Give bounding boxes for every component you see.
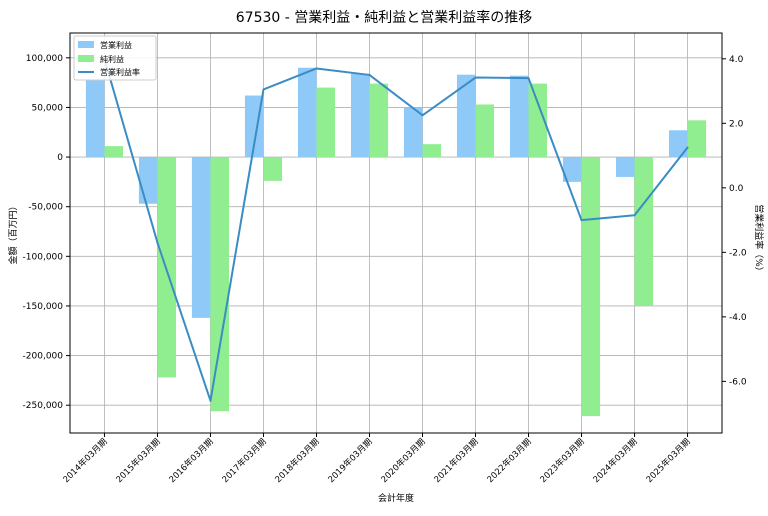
point-operating-margin [633,214,636,217]
left-axis-ticks: -250,000 -200,000 -150,000 -100,000 -50,000 0… [23,54,70,411]
y-tick-label: -200,000 [23,352,64,362]
point-operating-margin [421,114,424,117]
y-tick-label: 50,000 [32,103,64,113]
bar-net-profit [528,83,548,158]
point-operating-margin [527,77,530,80]
y2-tick-label: -6.0 [729,377,747,387]
bar-operating-profit [191,157,211,318]
bar-net-profit [581,157,601,417]
legend-swatch-operating-profit [78,41,94,48]
x-tick-label: 2015年03月期 [114,436,163,485]
x-tick-label: 2019年03月期 [326,436,375,485]
y-tick-label: -150,000 [23,302,64,312]
x-tick-label: 2017年03月期 [220,436,269,485]
bar-operating-profit [615,157,635,177]
bar-operating-profit [562,157,582,182]
x-tick-label: 2016年03月期 [167,436,216,485]
x-tick-label: 2023年03月期 [538,436,587,485]
plot-frame [69,32,723,434]
bar-operating-profit [456,74,476,158]
y-tick-label: 100,000 [26,54,63,64]
x-tick-label: 2014年03月期 [61,436,110,485]
point-operating-margin [315,67,318,70]
bar-net-profit [422,144,442,158]
bar-net-profit [263,157,283,181]
bar-operating-profit [509,75,529,158]
y2-tick-label: 0.0 [729,184,744,194]
bars-layer [85,67,707,417]
y-tick-label: -100,000 [23,252,64,262]
bar-operating-profit [85,79,105,158]
point-operating-margin [580,219,583,222]
x-axis-ticks: 2014年03月期 2015年03月期 2016年03月期 2017年03月期 2018… [61,433,693,485]
y2-tick-label: -2.0 [729,248,747,258]
x-tick-label: 2018年03月期 [273,436,322,485]
point-operating-margin [474,76,477,79]
line-operating-margin [103,58,689,402]
legend-label-operating-margin: 営業利益率 [100,67,140,77]
bar-net-profit [475,104,495,158]
y2-axis-label: 営業利益率（%） [753,204,765,276]
point-operating-margin [368,73,371,76]
y2-tick-label: 2.0 [729,119,744,129]
x-tick-label: 2025年03月期 [644,436,693,485]
bar-net-profit [210,157,230,412]
y2-tick-label: -4.0 [729,313,747,323]
bar-net-profit [316,87,336,158]
y2-tick-label: 4.0 [729,55,744,65]
x-tick-label: 2022年03月期 [485,436,534,485]
point-operating-margin [209,399,212,402]
x-tick-label: 2020年03月期 [379,436,428,485]
point-operating-margin [262,88,265,91]
legend-label-net-profit: 純利益 [100,54,124,64]
x-axis-label: 会計年度 [378,492,414,504]
legend-swatch-net-profit [78,55,94,62]
y-tick-label: -250,000 [23,401,64,411]
right-axis-ticks: -6.0 -4.0 -2.0 0.0 2.0 4.0 [722,55,747,387]
bar-net-profit [634,157,654,306]
bar-operating-profit [403,107,423,158]
x-tick-label: 2024年03月期 [591,436,640,485]
line-layer [103,57,689,402]
y-tick-label: -50,000 [28,203,63,213]
legend: 営業利益 純利益 営業利益率 [73,35,157,81]
bar-operating-profit [297,67,317,158]
bar-net-profit [369,83,389,158]
bar-operating-profit [668,130,688,158]
bar-net-profit [687,120,707,158]
bar-net-profit [104,146,124,158]
point-operating-margin [686,146,689,149]
y-axis-label: 金額（百万円） [7,201,19,264]
x-tick-label: 2021年03月期 [432,436,481,485]
chart-title: 67530 - 営業利益・純利益と営業利益率の推移 [236,9,533,26]
y-tick-label: 0 [57,153,63,163]
point-operating-margin [156,241,159,244]
legend-box [73,35,157,81]
bar-operating-profit [350,73,370,158]
bar-operating-profit [138,157,158,204]
legend-label-operating-profit: 営業利益 [100,40,132,50]
